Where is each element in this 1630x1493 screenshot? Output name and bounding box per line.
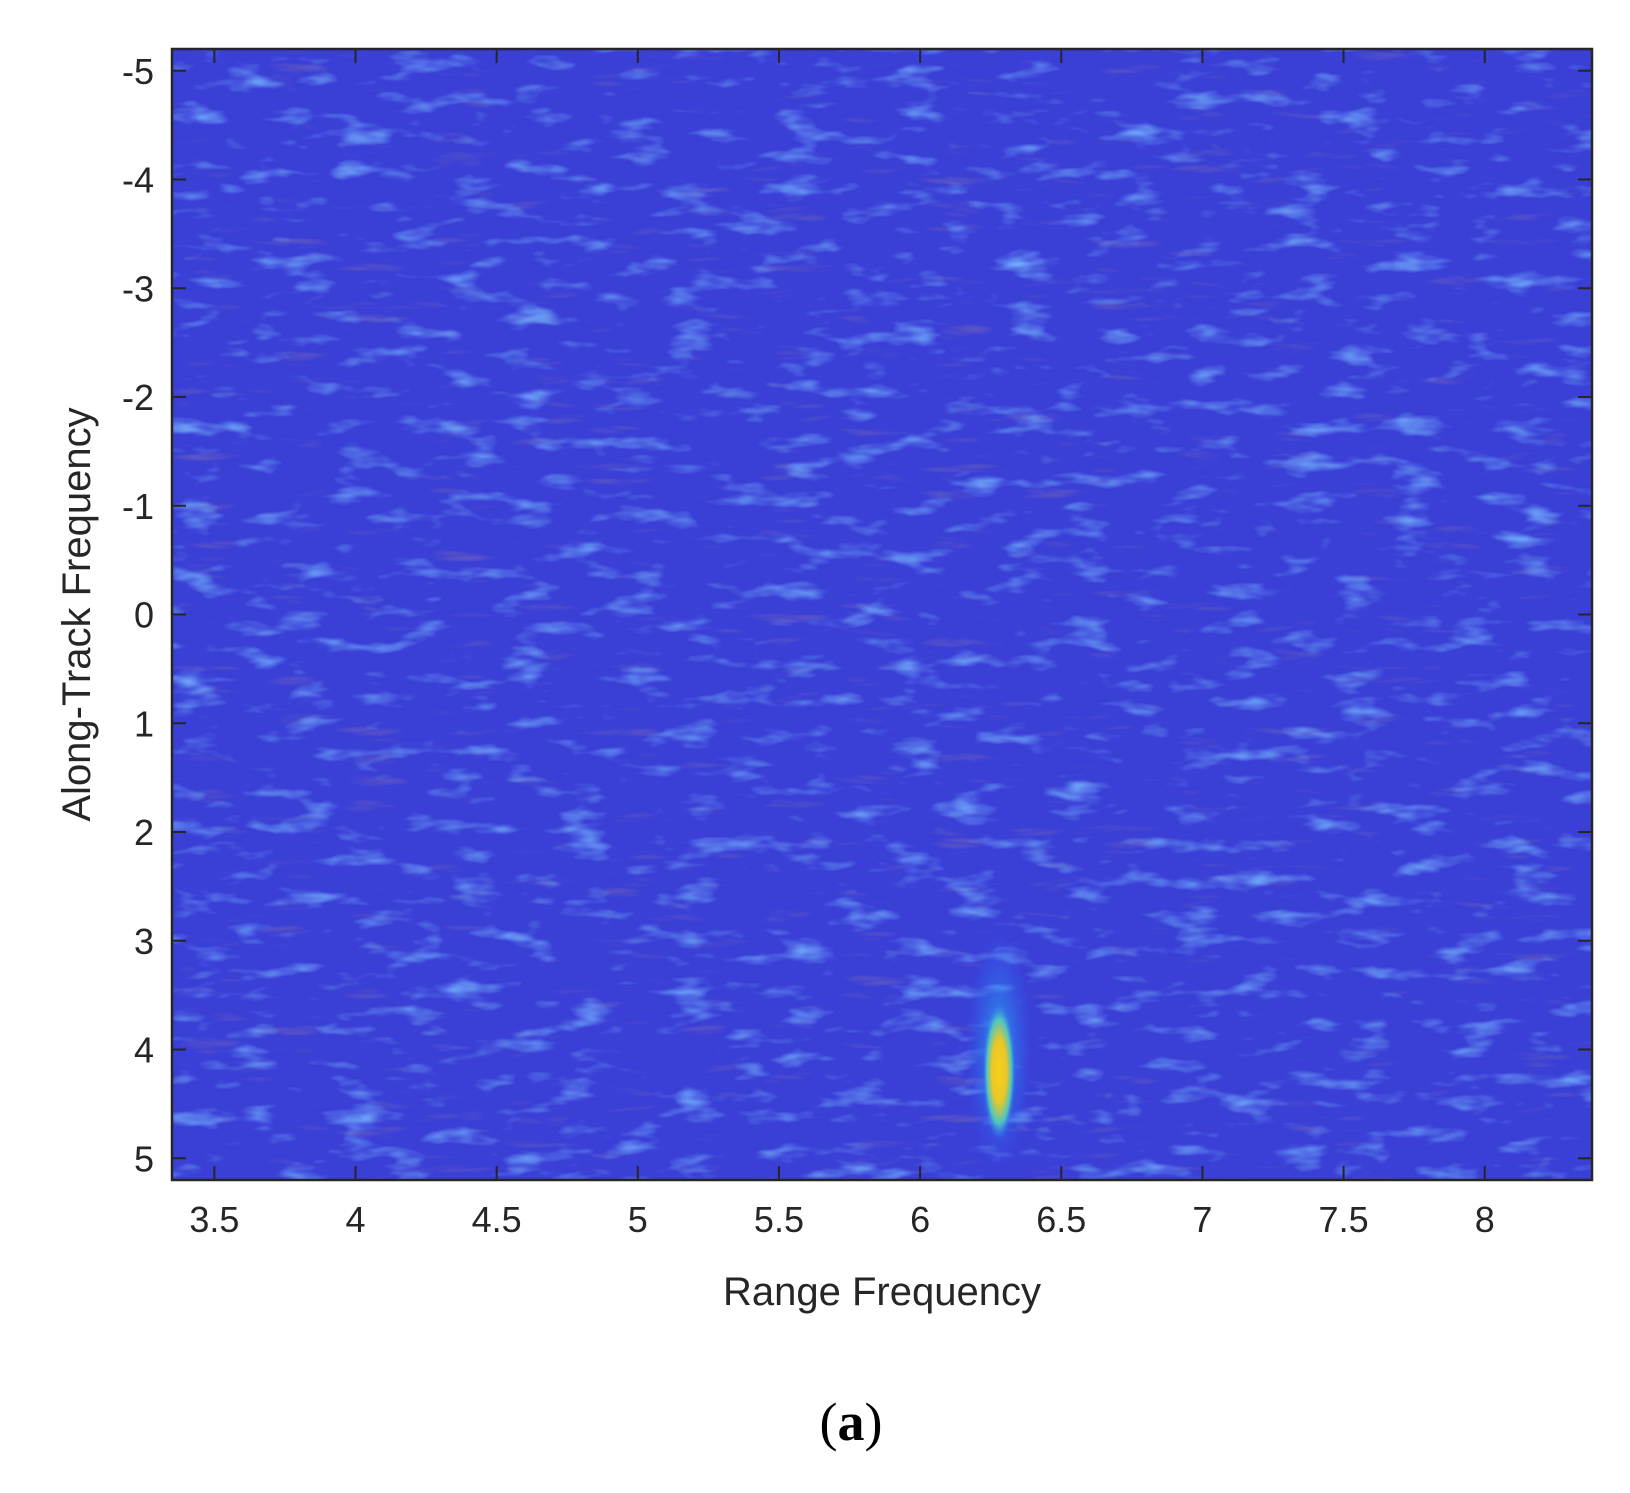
y-tick-label: -3	[122, 268, 154, 309]
y-tick-label: -5	[122, 51, 154, 92]
y-axis-ticks: -5 -4 -3 -2 -1 0 1 2 3 4 5	[122, 51, 1592, 1179]
x-tick-label: 4	[345, 1199, 365, 1240]
y-tick-label: 2	[134, 812, 154, 853]
x-tick-label: 6.5	[1036, 1199, 1086, 1240]
x-tick-label: 8	[1475, 1199, 1495, 1240]
y-axis-title: Along-Track Frequency	[55, 407, 99, 821]
x-tick-label: 7	[1192, 1199, 1212, 1240]
heatmap-plot-area	[172, 49, 1592, 1180]
panel-label: (a)	[820, 1392, 883, 1452]
x-tick-label: 7.5	[1319, 1199, 1369, 1240]
panel-label-close: )	[865, 1392, 883, 1452]
x-tick-label: 4.5	[472, 1199, 522, 1240]
y-tick-label: 5	[134, 1138, 154, 1179]
x-tick-label: 6	[910, 1199, 930, 1240]
y-tick-label: -1	[122, 486, 154, 527]
y-tick-label: 1	[134, 703, 154, 744]
panel-label-letter: a	[838, 1392, 865, 1452]
heatmap-texture-light	[172, 49, 1592, 1180]
y-tick-label: 3	[134, 921, 154, 962]
y-tick-label: -2	[122, 377, 154, 418]
x-tick-label: 5.5	[754, 1199, 804, 1240]
y-tick-label: -4	[122, 160, 154, 201]
x-axis-title: Range Frequency	[723, 1270, 1041, 1314]
x-tick-label: 5	[628, 1199, 648, 1240]
x-tick-label: 3.5	[189, 1199, 239, 1240]
peak-core	[982, 1001, 1016, 1141]
panel-label-open: (	[820, 1392, 838, 1452]
y-tick-label: 4	[134, 1030, 154, 1071]
x-axis-ticks: 3.5 4 4.5 5 5.5 6 6.5 7 7.5 8	[189, 49, 1495, 1240]
y-tick-label: 0	[134, 595, 154, 636]
heatmap-peak	[966, 929, 1033, 1170]
